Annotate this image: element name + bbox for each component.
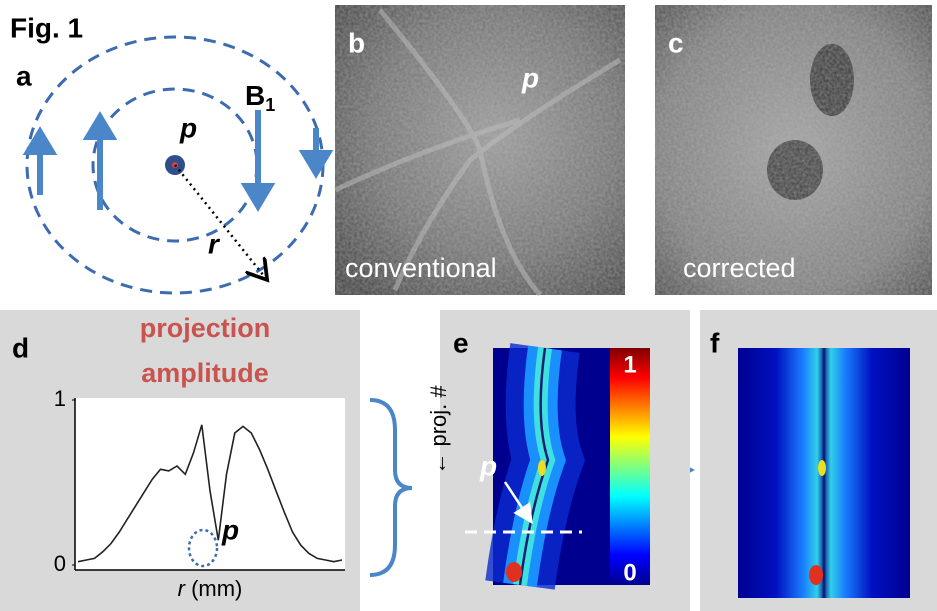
radius-label: r <box>208 228 221 259</box>
field-label: B1 <box>245 80 275 114</box>
panel-label: b <box>348 27 365 58</box>
point-label: p <box>521 62 539 93</box>
y-tick-label: 0 <box>54 551 66 576</box>
panel-e: e ← proj. # p 0 1 <box>426 310 690 611</box>
image-noise <box>335 5 625 295</box>
hot-spot <box>506 562 522 582</box>
brace <box>370 400 412 575</box>
plot-area <box>75 398 345 570</box>
panel-f: f <box>700 310 937 611</box>
panel-b: b p conventional <box>335 5 625 295</box>
point-label: p <box>479 450 497 481</box>
hot-spot <box>809 565 823 585</box>
colorbar-tick-label: 0 <box>623 559 636 586</box>
image-noise <box>655 5 932 295</box>
plot-title: projection <box>140 313 271 343</box>
x-axis-label: r (mm) <box>178 576 243 601</box>
field-base: B <box>245 80 265 111</box>
panel-label: d <box>12 332 29 363</box>
figure-label: Fig. 1 <box>10 12 83 43</box>
point-label: p <box>221 514 239 545</box>
caption: conventional <box>345 253 497 283</box>
x-var: r <box>178 576 187 601</box>
colorbar <box>610 348 650 585</box>
caption: corrected <box>683 253 796 283</box>
radius-arrow <box>175 165 264 276</box>
panel-label: c <box>668 27 684 58</box>
panel-d: d projection amplitude p r (mm) 0 1 <box>0 310 360 611</box>
colorbar-tick-label: 1 <box>623 351 636 378</box>
point-label: p <box>179 112 197 143</box>
hot-spot <box>818 460 826 476</box>
panel-c: c corrected <box>655 5 932 295</box>
panel-label: f <box>710 327 720 358</box>
y-tick-label: 1 <box>54 386 66 411</box>
panel-label: e <box>453 327 469 358</box>
panel-a: Fig. 1 a p B1 r <box>10 12 328 293</box>
y-axis-label: ← proj. # <box>426 385 451 475</box>
x-unit: (mm) <box>191 576 242 601</box>
figure: Fig. 1 a p B1 r b p conventional c corre… <box>0 0 937 611</box>
hot-spot <box>538 460 546 476</box>
plot-title: amplitude <box>141 358 269 388</box>
field-subscript: 1 <box>265 95 275 115</box>
panel-label: a <box>16 60 32 91</box>
